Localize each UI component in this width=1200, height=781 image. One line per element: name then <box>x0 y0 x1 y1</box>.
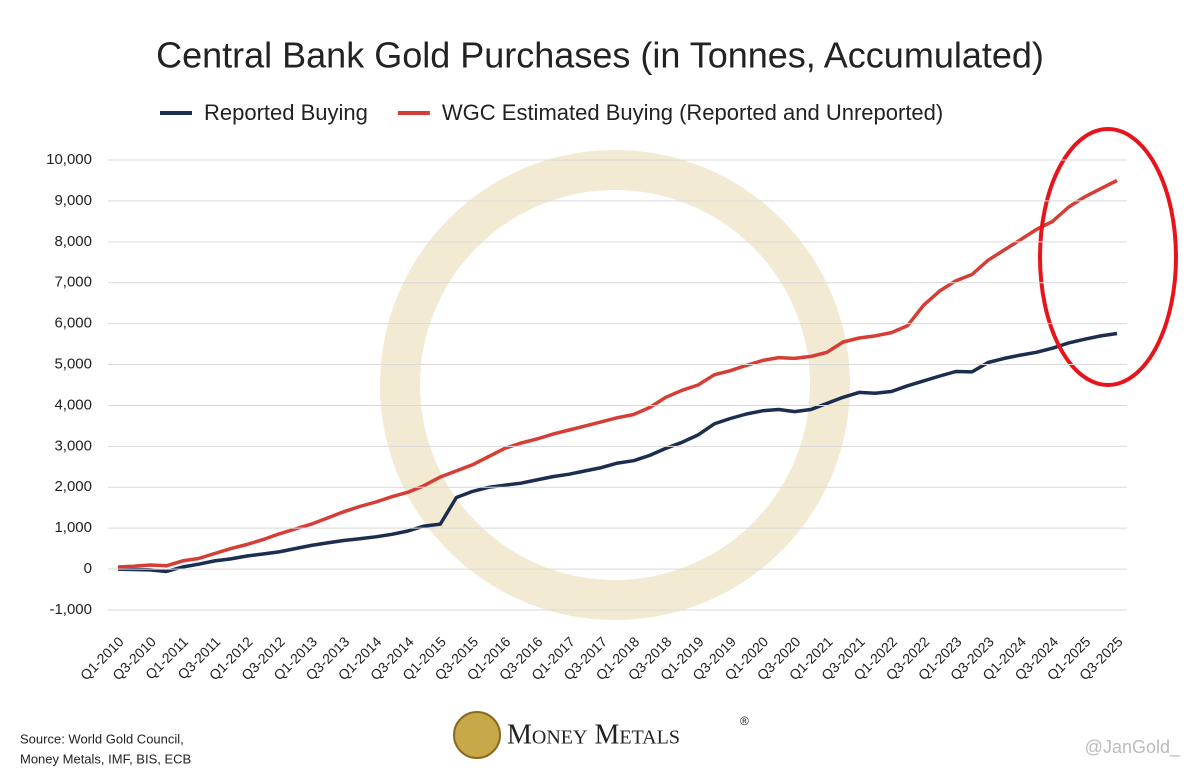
y-tick-label: 10,000 <box>46 151 92 168</box>
y-tick-label: 7,000 <box>54 274 92 291</box>
y-tick-label: 5,000 <box>54 356 92 373</box>
line-series <box>117 178 1118 569</box>
legend: Reported Buying WGC Estimated Buying (Rep… <box>160 100 943 125</box>
y-tick-label: 1,000 <box>54 519 92 536</box>
source: Source: World Gold Council, <box>20 731 184 746</box>
legend-label: WGC Estimated Buying (Reported and Unrep… <box>442 100 943 125</box>
watermark <box>380 150 850 620</box>
legend-label: Reported Buying <box>204 100 368 125</box>
y-tick-label: 8,000 <box>54 233 92 250</box>
y-tick-label: 0 <box>84 560 92 577</box>
y-tick-label: -1,000 <box>49 601 92 618</box>
credit: @JanGold_ <box>1085 737 1181 758</box>
logo-mark: ® <box>740 714 749 728</box>
highlight-ellipse <box>1038 127 1178 387</box>
y-tick-label: 2,000 <box>54 478 92 495</box>
logo: Money Metals <box>507 719 680 750</box>
y-tick-label: 4,000 <box>54 396 92 413</box>
logo-icon <box>453 711 501 759</box>
y-tick-label: 9,000 <box>54 192 92 209</box>
chart-title: Central Bank Gold Purchases (in Tonnes, … <box>156 35 1044 76</box>
y-tick-label: 3,000 <box>54 437 92 454</box>
y-tick-label: 6,000 <box>54 315 92 332</box>
source: Money Metals, IMF, BIS, ECB <box>20 751 191 766</box>
line-series <box>117 331 1118 574</box>
